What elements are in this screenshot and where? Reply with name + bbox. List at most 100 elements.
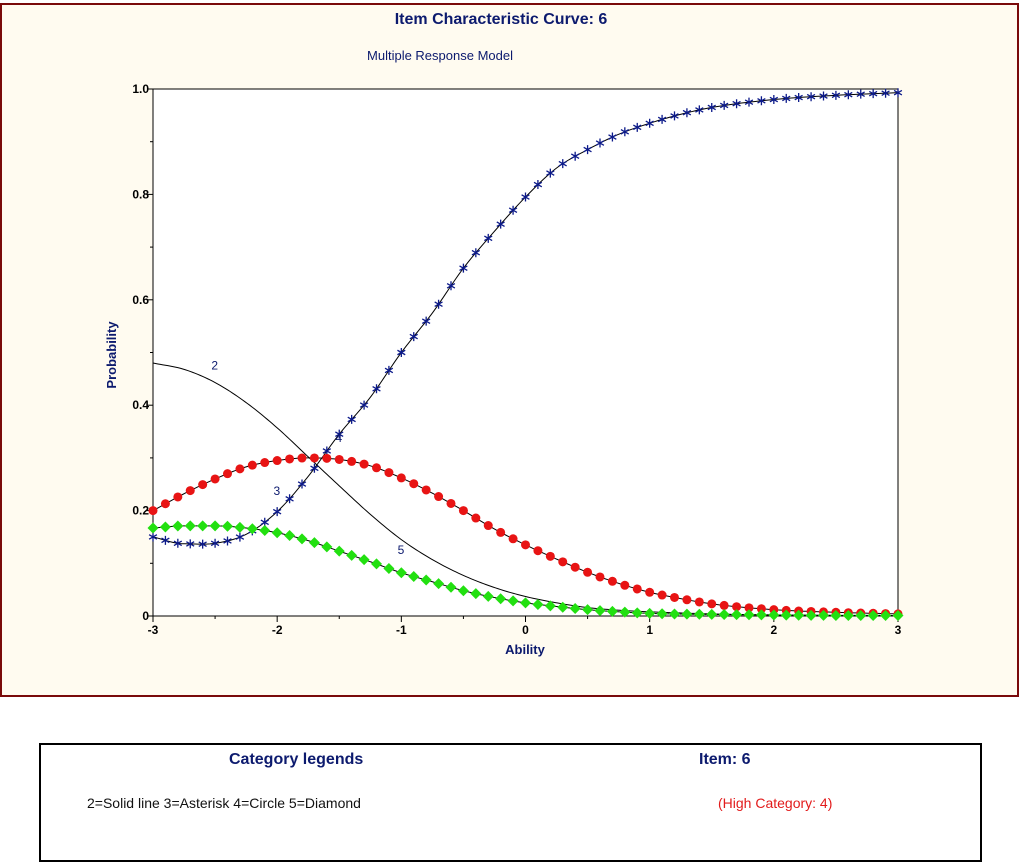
y-axis-label: Probability — [104, 321, 119, 389]
circle-point — [372, 463, 381, 473]
circle-point — [198, 480, 208, 490]
asterisk-point — [235, 532, 245, 542]
diamond-point — [234, 521, 246, 533]
asterisk-point — [173, 538, 183, 548]
circle-point — [185, 486, 195, 496]
asterisk-point — [421, 316, 431, 326]
asterisk-point — [595, 138, 605, 148]
asterisk-point — [521, 192, 530, 202]
asterisk-point — [570, 151, 580, 161]
diamond-point — [582, 604, 594, 616]
circle-point — [471, 513, 481, 523]
circle-point — [744, 603, 754, 613]
circle-point — [483, 521, 493, 531]
asterisk-point — [210, 538, 220, 548]
asterisk-point — [471, 248, 481, 258]
asterisk-point — [881, 88, 890, 98]
diamond-point — [408, 571, 420, 583]
diamond-point — [433, 578, 445, 590]
y-tick-label: 0.4 — [132, 398, 149, 412]
circle-point — [260, 458, 270, 468]
diamond-point — [222, 520, 233, 532]
circle-point — [272, 456, 282, 466]
asterisk-point — [384, 365, 394, 375]
diamond-point — [793, 609, 805, 621]
asterisk-point — [682, 108, 692, 118]
asterisk-point — [359, 400, 369, 410]
x-tick-label: -1 — [396, 623, 407, 637]
diamond-point — [371, 558, 382, 570]
item-label: Item: 6 — [699, 751, 751, 768]
circle-point — [297, 453, 307, 463]
asterisk-point — [868, 89, 878, 99]
asterisk-point — [856, 89, 865, 99]
circle-point — [384, 468, 394, 478]
asterisk-point — [409, 332, 418, 342]
circle-point — [309, 453, 319, 463]
circle-point — [545, 551, 555, 561]
asterisk-point — [794, 93, 803, 103]
diamond-point — [246, 523, 258, 535]
circle-point — [682, 595, 692, 605]
diamond-point — [420, 574, 432, 586]
asterisk-point — [148, 532, 158, 542]
diamond-point — [209, 520, 221, 532]
asterisk-point — [583, 145, 592, 155]
diamond-point — [259, 524, 271, 536]
circle-point — [409, 479, 419, 489]
chart-subtitle: Multiple Response Model — [367, 48, 513, 63]
asterisk-point — [645, 118, 654, 128]
circle-point — [334, 454, 344, 464]
x-tick-label: -3 — [148, 623, 159, 637]
diamond-point — [470, 588, 482, 600]
y-tick-label: 1.0 — [132, 82, 149, 96]
circle-point — [223, 469, 232, 479]
asterisk-point — [372, 384, 381, 394]
diamond-point — [495, 593, 507, 605]
circle-point — [719, 600, 729, 610]
diamond-point — [346, 549, 358, 561]
circle-point — [670, 592, 679, 602]
diamond-point — [706, 608, 718, 620]
chart-title: Item Characteristic Curve: 6 — [395, 11, 608, 28]
series-label: 5 — [398, 543, 405, 557]
diamond-point — [830, 609, 842, 621]
category-legend-box: Category legends Item: 6 2=Solid line 3=… — [39, 743, 982, 862]
circle-point — [558, 557, 568, 567]
y-tick-label: 0 — [142, 609, 149, 623]
diamond-point — [184, 520, 196, 532]
diamond-point — [755, 609, 767, 621]
asterisk-point — [732, 99, 741, 109]
series-3 — [148, 88, 903, 549]
asterisk-point — [744, 97, 754, 107]
circle-point — [173, 492, 183, 502]
diamond-point — [507, 595, 519, 607]
diamond-point — [271, 527, 283, 539]
diamond-point — [718, 609, 730, 621]
diamond-point — [867, 609, 879, 621]
chart-panel: Item Characteristic Curve: 6 Multiple Re… — [0, 3, 1019, 697]
diamond-point — [606, 605, 618, 617]
series-label: 3 — [273, 484, 280, 498]
asterisk-point — [161, 535, 170, 545]
circle-point — [508, 534, 518, 544]
asterisk-point — [757, 96, 766, 106]
diamond-point — [842, 609, 854, 621]
diamond-point — [681, 608, 693, 620]
series-label: 4 — [336, 431, 343, 445]
y-tick-label: 0.6 — [132, 293, 149, 307]
asterisk-point — [620, 127, 630, 137]
x-axis-label: Ability — [505, 642, 545, 657]
diamond-point — [321, 541, 333, 553]
circle-point — [570, 562, 580, 572]
circle-point — [657, 590, 667, 600]
diamond-point — [544, 600, 556, 612]
x-tick-label: -2 — [272, 623, 283, 637]
diamond-point — [805, 609, 817, 621]
diamond-point — [284, 530, 296, 542]
asterisk-point — [831, 90, 841, 100]
x-tick-label: 0 — [522, 623, 529, 637]
diamond-point — [693, 608, 705, 620]
diamond-point — [892, 609, 904, 621]
diamond-point — [296, 533, 308, 545]
